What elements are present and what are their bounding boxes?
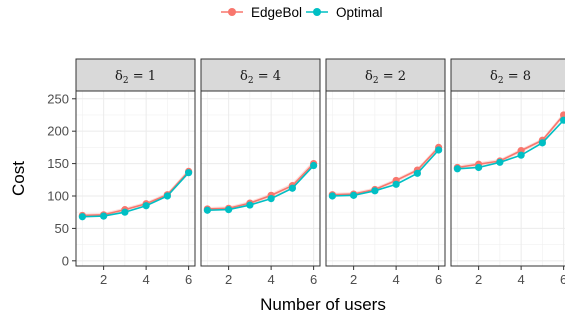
y-axis-title: Cost bbox=[9, 161, 28, 196]
optimal-point bbox=[453, 165, 461, 173]
optimal-point bbox=[163, 192, 171, 200]
optimal-point bbox=[288, 184, 296, 192]
y-tick-label: 200 bbox=[47, 124, 69, 139]
x-tick-label: 4 bbox=[268, 272, 275, 287]
facet-strip-label: δ2 = 4 bbox=[240, 69, 281, 86]
optimal-point bbox=[392, 180, 400, 188]
optimal-point bbox=[78, 213, 86, 221]
facet-panels: δ2 = 1 2 4 6 δ2 = 4 2 4 6 δ2 = 2 2 4 6 δ2 = 8 2 4 6 bbox=[75, 58, 565, 287]
facet-panel: δ2 = 1 2 4 6 bbox=[75, 58, 196, 287]
legend-label-optimal: Optimal bbox=[336, 5, 383, 20]
y-tick-label: 150 bbox=[47, 156, 69, 171]
x-tick-label: 6 bbox=[185, 272, 192, 287]
optimal-point bbox=[246, 201, 254, 209]
optimal-point bbox=[203, 206, 211, 214]
optimal-point bbox=[185, 169, 193, 177]
panel-background bbox=[451, 91, 565, 266]
y-tick-label: 50 bbox=[55, 221, 69, 236]
facet-panel: δ2 = 2 2 4 6 bbox=[325, 58, 446, 287]
optimal-point bbox=[121, 208, 129, 216]
optimal-point bbox=[435, 146, 443, 154]
legend-marker-optimal bbox=[313, 8, 321, 16]
panel-border bbox=[450, 90, 565, 267]
x-tick-label: 2 bbox=[350, 272, 357, 287]
optimal-point bbox=[350, 191, 358, 199]
y-axis: 0 50 100 150 200 250 bbox=[47, 91, 76, 268]
facet-strip-label: δ2 = 8 bbox=[490, 69, 531, 86]
facet-strip bbox=[450, 58, 565, 92]
optimal-point bbox=[142, 202, 150, 210]
optimal-point bbox=[413, 169, 421, 177]
facet-strip-label: δ2 = 1 bbox=[115, 69, 156, 86]
legend: EdgeBol Optimal bbox=[221, 5, 383, 20]
x-tick-label: 6 bbox=[435, 272, 442, 287]
optimal-point bbox=[538, 139, 546, 147]
x-tick-label: 2 bbox=[100, 272, 107, 287]
legend-label-edgebol: EdgeBol bbox=[251, 5, 302, 20]
facet-panel: δ2 = 4 2 4 6 bbox=[200, 58, 321, 287]
panel-border bbox=[75, 90, 196, 267]
y-tick-label: 100 bbox=[47, 189, 69, 204]
y-tick-label: 0 bbox=[62, 253, 69, 268]
panel-background bbox=[76, 91, 195, 266]
facet-panel: δ2 = 8 2 4 6 bbox=[450, 58, 565, 287]
panel-border bbox=[325, 90, 446, 267]
x-axis-title: Number of users bbox=[260, 295, 386, 314]
optimal-point bbox=[310, 161, 318, 170]
facet-strip bbox=[325, 58, 446, 92]
optimal-point bbox=[100, 212, 108, 220]
panel-border bbox=[200, 90, 321, 267]
x-tick-label: 4 bbox=[143, 272, 150, 287]
legend-marker-edgebol bbox=[228, 8, 236, 16]
x-tick-label: 4 bbox=[393, 272, 400, 287]
facet-strip bbox=[75, 58, 196, 92]
optimal-point bbox=[560, 116, 565, 124]
optimal-point bbox=[328, 192, 336, 200]
x-tick-label: 2 bbox=[225, 272, 232, 287]
optimal-point bbox=[496, 158, 504, 166]
optimal-point bbox=[267, 194, 275, 203]
optimal-point bbox=[225, 206, 233, 214]
facet-strip-label: δ2 = 2 bbox=[365, 69, 406, 86]
x-tick-label: 2 bbox=[475, 272, 482, 287]
optimal-point bbox=[517, 151, 525, 159]
x-tick-label: 6 bbox=[560, 272, 565, 287]
x-tick-label: 4 bbox=[518, 272, 525, 287]
optimal-point bbox=[475, 163, 483, 172]
x-tick-label: 6 bbox=[310, 272, 317, 287]
panel-background bbox=[326, 91, 445, 266]
optimal-point bbox=[371, 187, 379, 195]
y-tick-label: 250 bbox=[47, 91, 69, 106]
